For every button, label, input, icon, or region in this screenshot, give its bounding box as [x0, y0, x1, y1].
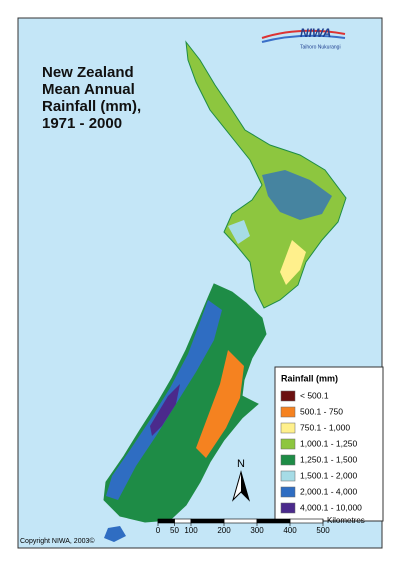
legend-title: Rainfall (mm)	[281, 373, 338, 383]
legend-swatch	[280, 470, 296, 482]
logo-swoosh	[261, 34, 346, 43]
scale-label: 0	[156, 526, 161, 535]
scale-label: 300	[250, 526, 264, 535]
legend-label: 1,500.1 - 2,000	[300, 470, 357, 480]
stewart-island	[104, 526, 126, 542]
south-island	[103, 283, 267, 523]
south-peak-zone	[150, 384, 180, 436]
title-line: Mean Annual	[42, 81, 135, 98]
legend-swatch	[280, 390, 296, 402]
scale-unit: Kilometres	[327, 516, 365, 525]
logo-tagline: Taihoro Nukurangi	[300, 44, 341, 50]
scale-segment	[190, 518, 225, 524]
south-west-zone	[106, 300, 222, 500]
legend-swatch	[280, 438, 296, 450]
legend-label: 500.1 - 750	[300, 406, 343, 416]
legend-label: 1,250.1 - 1,500	[300, 454, 357, 464]
scale-segment	[289, 518, 324, 524]
title-line: 1971 - 2000	[42, 115, 122, 132]
legend-label: 1,000.1 - 1,250	[300, 438, 357, 448]
scale-label: 50	[170, 526, 179, 535]
logo-name: NIWA	[300, 26, 331, 40]
scale-label: 100	[184, 526, 198, 535]
north-label: N	[237, 458, 245, 470]
north-arrow	[241, 472, 249, 500]
title-line: New Zealand	[42, 64, 134, 81]
south-east-zone	[196, 350, 244, 458]
scale-label: 200	[217, 526, 231, 535]
legend-label: 4,000.1 - 10,000	[300, 502, 362, 512]
scale-segment	[157, 518, 175, 524]
north-dry-zone	[280, 240, 306, 285]
title-line: Rainfall (mm),	[42, 98, 141, 115]
scale-segment	[174, 518, 192, 524]
legend: < 500.1 500.1 - 750 750.1 - 1,000 1,000.1 -…	[280, 390, 362, 514]
legend-label: 750.1 - 1,000	[300, 422, 350, 432]
copyright: Copyright NIWA, 2003©	[20, 537, 95, 545]
legend-swatch	[280, 502, 296, 514]
legend-swatch	[280, 454, 296, 466]
scale-segment	[256, 518, 291, 524]
legend-label: < 500.1	[300, 390, 329, 400]
legend-swatch	[280, 422, 296, 434]
scale-segment	[223, 518, 258, 524]
legend-swatch	[280, 486, 296, 498]
logo-swoosh	[261, 29, 346, 39]
scale-label: 400	[283, 526, 297, 535]
north-wet-zone	[228, 220, 250, 244]
north-rain-zone	[262, 170, 332, 220]
legend-swatch	[280, 406, 296, 418]
scale-label: 500	[316, 526, 330, 535]
legend-label: 2,000.1 - 4,000	[300, 486, 357, 496]
